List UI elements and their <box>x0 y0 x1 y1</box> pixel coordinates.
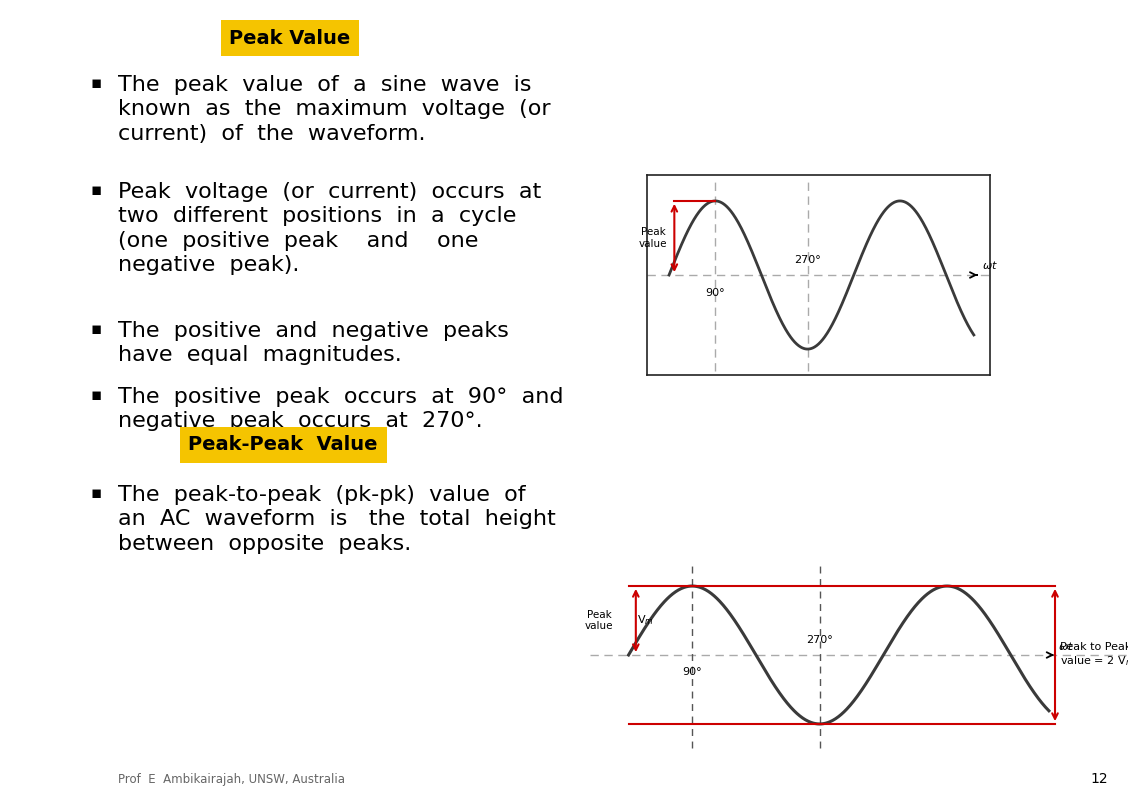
Text: $\omega t$: $\omega t$ <box>1058 639 1074 651</box>
Text: Peak to Peak
value = 2 V$_m$: Peak to Peak value = 2 V$_m$ <box>1060 642 1128 668</box>
Text: negative  peak  occurs  at  270°.: negative peak occurs at 270°. <box>118 411 483 431</box>
Text: ▪: ▪ <box>90 320 102 338</box>
Text: negative  peak).: negative peak). <box>118 255 299 275</box>
Text: 90°: 90° <box>682 666 702 677</box>
Text: 270°: 270° <box>794 254 821 265</box>
Text: ▪: ▪ <box>90 484 102 502</box>
Text: Peak
value: Peak value <box>638 227 667 249</box>
Text: 12: 12 <box>1091 772 1108 786</box>
Text: The  peak-to-peak  (pk-pk)  value  of: The peak-to-peak (pk-pk) value of <box>118 485 526 505</box>
Text: The  positive  peak  occurs  at  90°  and: The positive peak occurs at 90° and <box>118 387 564 407</box>
Text: ▪: ▪ <box>90 74 102 92</box>
Text: Peak  voltage  (or  current)  occurs  at: Peak voltage (or current) occurs at <box>118 182 541 202</box>
Text: ▪: ▪ <box>90 386 102 404</box>
Text: V$_m$: V$_m$ <box>637 614 654 627</box>
Text: 270°: 270° <box>807 635 832 646</box>
Text: two  different  positions  in  a  cycle: two different positions in a cycle <box>118 206 517 226</box>
Text: The  peak  value  of  a  sine  wave  is: The peak value of a sine wave is <box>118 75 531 95</box>
Text: between  opposite  peaks.: between opposite peaks. <box>118 534 412 554</box>
Text: (one  positive  peak    and    one: (one positive peak and one <box>118 230 478 250</box>
Text: Peak
value: Peak value <box>585 610 614 631</box>
Text: ▪: ▪ <box>90 181 102 199</box>
Text: Prof  E  Ambikairajah, UNSW, Australia: Prof E Ambikairajah, UNSW, Australia <box>118 773 345 786</box>
Text: current)  of  the  waveform.: current) of the waveform. <box>118 124 425 144</box>
Text: Peak-Peak  Value: Peak-Peak Value <box>188 435 378 454</box>
Text: Peak Value: Peak Value <box>229 29 351 47</box>
Text: have  equal  magnitudes.: have equal magnitudes. <box>118 346 402 366</box>
Text: an  AC  waveform  is   the  total  height: an AC waveform is the total height <box>118 510 556 530</box>
Text: known  as  the  maximum  voltage  (or: known as the maximum voltage (or <box>118 99 550 119</box>
Text: $\omega t$: $\omega t$ <box>981 259 998 271</box>
Text: 90°: 90° <box>705 287 725 298</box>
Text: The  positive  and  negative  peaks: The positive and negative peaks <box>118 321 509 341</box>
